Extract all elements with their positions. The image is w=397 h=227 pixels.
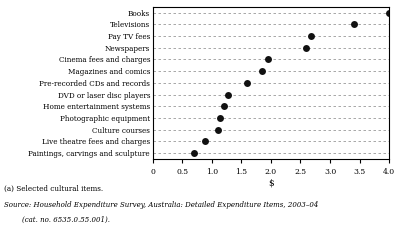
- Text: (cat. no. 6535.0.55.001).: (cat. no. 6535.0.55.001).: [4, 216, 110, 224]
- Text: (a) Selected cultural items.: (a) Selected cultural items.: [4, 185, 103, 193]
- Text: Source: Household Expenditure Survey, Australia: Detailed Expenditure Items, 200: Source: Household Expenditure Survey, Au…: [4, 201, 318, 209]
- X-axis label: $: $: [268, 179, 274, 188]
